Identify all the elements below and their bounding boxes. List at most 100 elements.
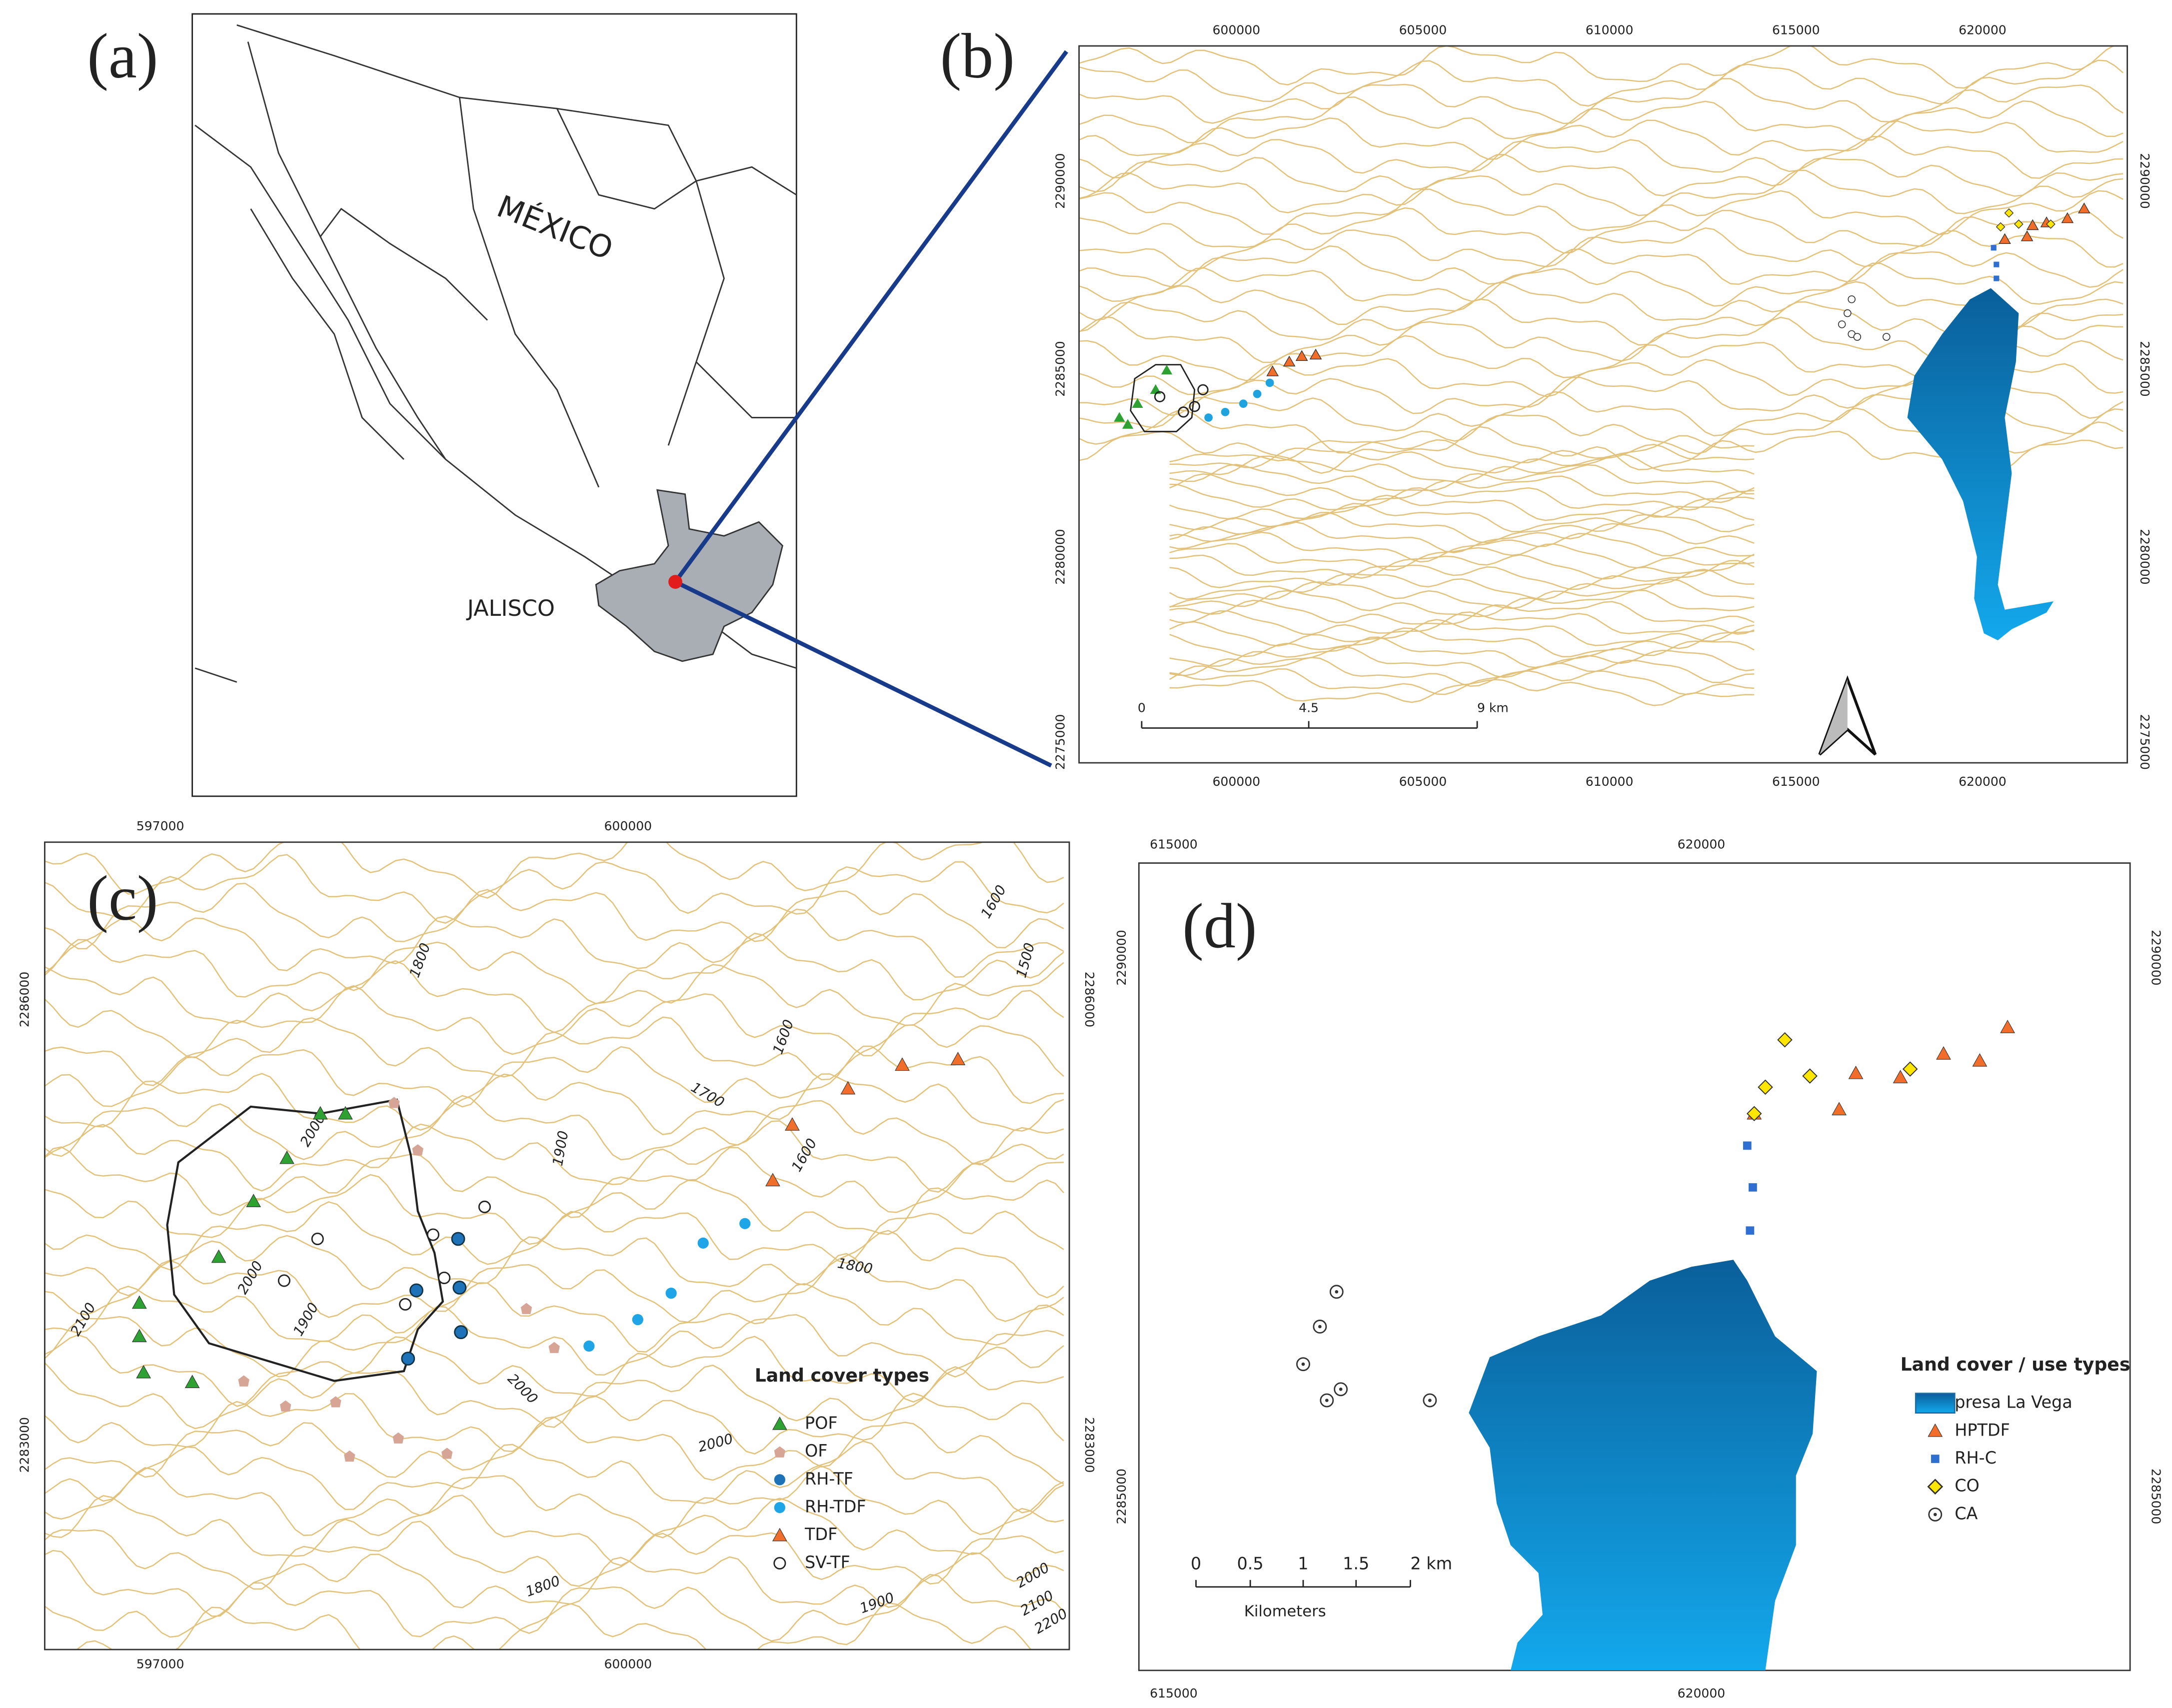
contour-line xyxy=(1079,281,2124,328)
label: 9 km xyxy=(1477,700,1509,715)
label: JALISCO xyxy=(466,595,555,621)
label: 2 km xyxy=(1410,1554,1452,1574)
pof xyxy=(1114,412,1125,422)
label: 2285000 xyxy=(1114,1469,1129,1525)
contour-line xyxy=(1169,483,1755,511)
label: 620000 xyxy=(1959,22,2007,37)
label: 2000 xyxy=(504,1371,541,1407)
ca xyxy=(1838,320,1846,328)
contour-line xyxy=(1169,619,1755,647)
contour-line xyxy=(44,1440,1064,1514)
pof xyxy=(1122,419,1134,429)
contour-line xyxy=(1079,169,2124,216)
label: 2283000 xyxy=(1082,1417,1097,1473)
rh-tdf xyxy=(1204,413,1213,422)
rh-tdf xyxy=(583,1340,595,1352)
contour-line xyxy=(1169,503,1755,532)
leader-line xyxy=(674,580,1052,768)
pof xyxy=(1161,364,1173,375)
hptdf xyxy=(2000,1020,2015,1033)
legend-symbol xyxy=(1931,1455,1940,1463)
rh-tf xyxy=(454,1325,468,1340)
sv-tf xyxy=(277,1274,290,1287)
contour-line xyxy=(44,1073,1064,1135)
label: 1800 xyxy=(836,1255,874,1277)
pof xyxy=(131,1329,147,1343)
label: TDF xyxy=(804,1525,837,1544)
ca-dot xyxy=(1325,1399,1329,1402)
pof xyxy=(279,1150,294,1164)
contour-line xyxy=(1169,543,1755,571)
co xyxy=(1777,1032,1793,1048)
legend-symbol xyxy=(772,1528,787,1542)
of xyxy=(392,1432,404,1444)
rh-tf xyxy=(401,1352,415,1366)
label: Kilometers xyxy=(1244,1603,1326,1620)
tdf xyxy=(1266,365,1279,376)
contour-line xyxy=(44,1146,1064,1218)
contour-line xyxy=(1079,135,2124,179)
tdf xyxy=(840,1081,856,1095)
label: 597000 xyxy=(136,1657,184,1672)
legend-symbol xyxy=(1915,1393,1956,1414)
label: 0.5 xyxy=(1237,1554,1264,1574)
pof xyxy=(312,1106,328,1120)
legend-symbol xyxy=(774,1474,785,1486)
label: CA xyxy=(1955,1504,1978,1523)
contour-line xyxy=(1169,589,1755,617)
label: MÉXICO xyxy=(492,188,618,267)
tdf xyxy=(1309,348,1322,360)
pof xyxy=(246,1194,261,1208)
contour-line xyxy=(1169,453,1755,483)
label: 2000 xyxy=(234,1258,266,1297)
contour-line xyxy=(44,1306,1064,1378)
contour-line xyxy=(1079,117,2124,160)
ca-dot xyxy=(1428,1399,1432,1402)
country-outline xyxy=(194,24,797,683)
of xyxy=(344,1450,355,1462)
pof xyxy=(136,1365,151,1379)
boundary xyxy=(1130,364,1196,432)
tdf xyxy=(950,1052,966,1065)
contour-line xyxy=(44,1120,1064,1193)
pof xyxy=(211,1249,226,1263)
rh-c xyxy=(1991,245,1997,251)
label: 2290000 xyxy=(2149,930,2163,986)
of xyxy=(412,1144,423,1156)
contour-line xyxy=(1169,599,1755,625)
label: (b) xyxy=(940,20,1015,91)
contour-line xyxy=(1169,494,1755,521)
label: 610000 xyxy=(1586,774,1634,789)
label: 1900 xyxy=(549,1129,572,1167)
co xyxy=(1758,1079,1773,1095)
tdf xyxy=(2026,219,2039,230)
contour-line xyxy=(44,932,1064,1005)
contour-line xyxy=(44,1253,1064,1323)
contour-line xyxy=(1079,262,2124,307)
contour-line xyxy=(1079,207,2124,254)
contour-line xyxy=(1169,553,1755,580)
contours xyxy=(44,842,1064,1650)
of xyxy=(520,1303,532,1314)
contour-line xyxy=(1169,560,1755,590)
site-marker xyxy=(668,575,682,589)
rh-c xyxy=(1749,1183,1757,1192)
label: POF xyxy=(805,1413,838,1433)
contour-line xyxy=(44,842,1064,899)
contour-line xyxy=(1169,473,1755,503)
label: 2000 xyxy=(696,1430,735,1455)
label: 2285000 xyxy=(2138,341,2152,397)
sv-tf xyxy=(1178,406,1189,418)
label: 2290000 xyxy=(1053,153,1067,209)
contour-line xyxy=(44,1045,1064,1108)
label: 2285000 xyxy=(2149,1469,2163,1525)
rh-tf xyxy=(452,1281,467,1295)
rh-tdf xyxy=(1265,378,1274,387)
rh-tdf xyxy=(632,1314,643,1326)
contour-line xyxy=(1169,443,1755,473)
label: 605000 xyxy=(1399,774,1447,789)
label: 0 xyxy=(1191,1554,1201,1574)
contour-line xyxy=(44,1550,1064,1617)
contour-line xyxy=(76,1602,1032,1650)
contour-line xyxy=(1169,636,1755,668)
